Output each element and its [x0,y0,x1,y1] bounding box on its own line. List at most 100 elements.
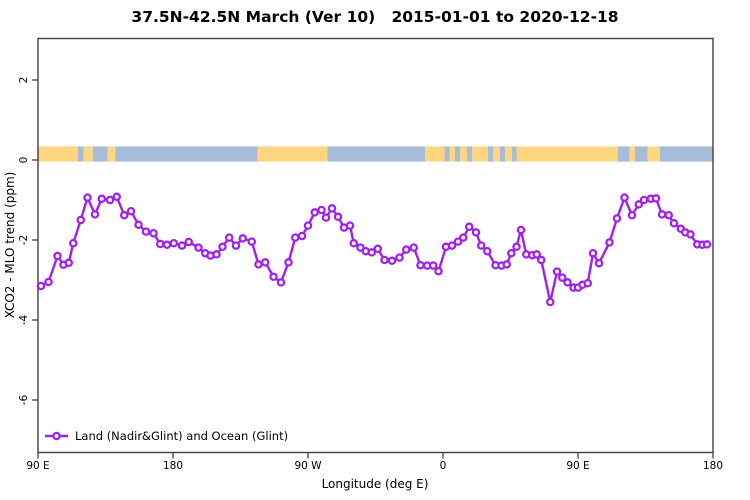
data-point-marker [583,278,593,288]
data-point-marker [218,242,227,252]
strip-ocean-segment [115,146,258,162]
x-axis-ticks: 90 E 180 90 W 0 90 E 180 [26,452,723,472]
y-tick-label: -6 [18,394,30,405]
strip-ocean-segment [77,146,84,162]
data-point-marker [502,260,511,269]
data-point-marker [686,230,695,239]
data-point-marker [169,238,178,248]
y-tick-label: -2 [18,235,30,245]
data-point-marker [651,194,661,203]
data-point-marker [194,243,203,252]
data-point-marker [162,240,172,250]
data-point-marker [177,241,187,250]
strip-ocean-segment [617,146,630,162]
data-point-marker [657,210,667,219]
data-point-marker [605,238,614,247]
y-tick-label: 2 [18,77,30,84]
strip-ocean-segment [467,146,473,162]
data-point-marker [588,248,598,258]
strip-land-segment [38,146,78,162]
y-axis-title: XCO2 - MLO trend (ppm) [3,172,17,319]
data-point-marker [669,218,679,228]
data-point-marker [552,267,562,276]
data-point-marker [310,208,319,217]
chart-title: 37.5N-42.5N March (Ver 10) 2015-01-01 to… [131,8,618,26]
x-tick-label: 0 [440,460,447,472]
data-point-marker [276,278,286,287]
x-tick-label: 90 W [294,460,322,472]
data-point-marker [401,245,411,254]
strip-land-segment [460,146,467,162]
data-point-marker [627,210,637,220]
strip-ocean-segment [659,146,713,162]
data-point-marker [620,193,629,202]
data-point-marker [231,241,241,250]
strip-ocean-segment [455,146,461,162]
x-axis-title: Longitude (deg E) [322,477,429,491]
data-point-marker [36,281,46,291]
data-point-marker [224,233,234,242]
data-point-marker [97,194,107,204]
data-point-marker [506,248,516,258]
data-point-marker [458,233,468,242]
legend-label: Land (Nadir&Glint) and Ocean (Glint) [75,429,288,443]
strip-ocean-segment [327,146,425,162]
strip-land-segment [449,146,455,162]
strip-land-segment [472,146,488,162]
data-point-marker [269,272,278,282]
y-tick-label: -4 [18,314,30,325]
strip-land-segment [647,146,660,162]
data-point-marker [83,193,92,202]
data-point-marker [349,238,358,248]
data-point-marker [149,228,158,238]
data-point-marker [327,204,337,213]
data-point-marker [373,244,382,254]
data-point-marker [409,243,418,252]
data-point-marker [303,221,313,230]
data-point-marker [44,277,53,287]
x-tick-label: 180 [703,460,723,472]
data-point-marker [367,248,376,257]
plot-border [37,37,714,454]
strip-ocean-segment [444,146,450,162]
data-point-marker [558,273,567,282]
strip-ocean-segment [635,146,648,162]
data-point-marker [428,261,438,270]
data-point-marker [76,215,86,225]
data-point-marker [345,221,355,230]
data-point-marker [254,260,263,269]
data-point-marker [290,233,300,242]
data-point-marker [453,237,463,246]
data-point-marker [260,258,270,267]
y-axis-ticks: 2 0 -2 -4 -6 [18,77,38,405]
data-point-marker [120,210,129,220]
strip-land-segment [107,146,116,162]
data-point-marker [537,255,546,265]
data-point-marker [464,222,474,232]
data-point-marker [317,205,326,215]
data-point-marker [284,258,293,267]
strip-land-segment [257,146,328,162]
data-point-marker [532,250,542,259]
x-tick-label: 90 E [566,460,589,472]
data-point-marker [212,250,221,259]
data-point-marker [141,227,151,236]
data-point-marker [297,231,307,241]
strip-ocean-segment [488,146,494,162]
data-point-marker [476,241,486,250]
legend: Land (Nadir&Glint) and Ocean (Glint) [45,429,288,443]
data-point-marker [471,228,481,237]
strip-land-segment [83,146,93,162]
strip-ocean-segment [512,146,517,162]
data-point-marker [184,237,193,247]
data-point-marker [516,225,526,235]
data-point-marker [126,206,136,216]
data-series-line [36,192,712,307]
data-point-marker [434,266,443,276]
data-point-marker [90,210,100,219]
strip-ocean-segment [92,146,108,162]
data-point-marker [53,251,62,261]
data-point-marker [321,213,331,222]
data-point-marker [563,278,572,287]
